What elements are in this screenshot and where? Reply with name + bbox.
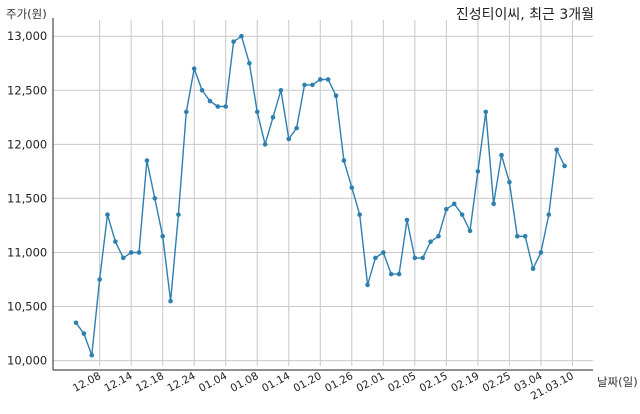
data-point [144, 158, 150, 163]
x-tick-label: 01.26 [323, 370, 355, 395]
data-point [349, 185, 355, 190]
data-point [278, 87, 284, 93]
data-point [499, 152, 504, 158]
y-tick-label: 10,500 [7, 300, 47, 314]
data-point [310, 82, 315, 88]
data-point [459, 212, 465, 217]
data-point [436, 233, 441, 239]
data-point [412, 255, 418, 261]
data-point [97, 277, 102, 282]
data-point [514, 233, 520, 239]
y-tick-label: 12,000 [7, 137, 47, 151]
data-point [199, 87, 205, 93]
data-point [184, 109, 189, 115]
data-point [396, 271, 402, 277]
data-point [428, 239, 433, 244]
data-point [451, 201, 457, 207]
data-point [231, 39, 236, 44]
y-tick-label: 13,000 [7, 29, 47, 43]
y-tick-label: 10,000 [7, 354, 47, 368]
data-point [247, 60, 252, 66]
data-point [176, 212, 181, 217]
data-point [136, 250, 142, 255]
data-point [215, 104, 221, 109]
data-point [491, 201, 496, 207]
data-point [381, 250, 386, 255]
data-point [191, 66, 197, 71]
data-point [239, 33, 244, 39]
data-point [89, 352, 95, 358]
x-tick-label: 02.15 [418, 370, 450, 395]
data-point [81, 331, 87, 336]
x-tick-label: 02.01 [355, 370, 387, 395]
data-point [325, 77, 331, 82]
data-point [207, 98, 213, 104]
data-point [317, 77, 323, 82]
x-tick-label: 12.18 [134, 370, 166, 395]
data-point [522, 233, 528, 239]
data-point [467, 228, 473, 234]
data-point [294, 125, 299, 131]
data-point [113, 239, 118, 244]
x-tick-label: 02.05 [386, 370, 418, 395]
data-point [286, 136, 292, 142]
data-point [128, 250, 134, 255]
data-point [507, 179, 512, 185]
data-point [223, 104, 229, 109]
x-tick-label: 12.14 [102, 370, 134, 395]
data-point [475, 169, 481, 174]
data-point [120, 255, 126, 261]
data-point [302, 82, 307, 88]
data-point [357, 212, 362, 217]
data-point [333, 93, 339, 98]
data-point [562, 163, 567, 169]
x-axis-title: 날짜(일) [597, 375, 638, 389]
data-point [105, 212, 110, 217]
x-tick-label: 02.19 [449, 370, 481, 395]
data-point [420, 255, 426, 261]
data-point [262, 142, 268, 147]
data-point [341, 158, 347, 163]
x-tick-label: 12.08 [71, 370, 103, 395]
data-point [254, 109, 260, 115]
x-tick-label: 01.20 [292, 370, 324, 395]
data-point [388, 271, 394, 277]
x-tick-label: 01.14 [260, 370, 292, 395]
data-point [373, 255, 378, 261]
data-point [73, 320, 79, 326]
data-point [270, 115, 276, 120]
data-point [538, 250, 544, 255]
chart-title: 진성티이씨, 최근 3개월 [455, 7, 594, 23]
x-tick-label: 01.08 [228, 370, 260, 395]
data-point [444, 206, 449, 212]
data-point [168, 298, 173, 304]
y-tick-label: 11,000 [7, 245, 47, 259]
x-tick-label: 01.04 [197, 370, 229, 395]
data-point [365, 282, 370, 288]
y-axis-title: 주가(원) [6, 7, 47, 21]
data-point [404, 217, 410, 223]
data-point [160, 233, 165, 239]
y-tick-label: 11,500 [7, 191, 47, 205]
data-point [546, 212, 552, 217]
data-point [152, 196, 158, 201]
data-point [483, 109, 489, 115]
x-tick-label: 02.25 [481, 370, 513, 395]
y-tick-label: 12,500 [7, 83, 47, 97]
data-point [554, 147, 559, 153]
data-point [530, 266, 536, 271]
x-tick-label: 12.24 [165, 370, 197, 395]
